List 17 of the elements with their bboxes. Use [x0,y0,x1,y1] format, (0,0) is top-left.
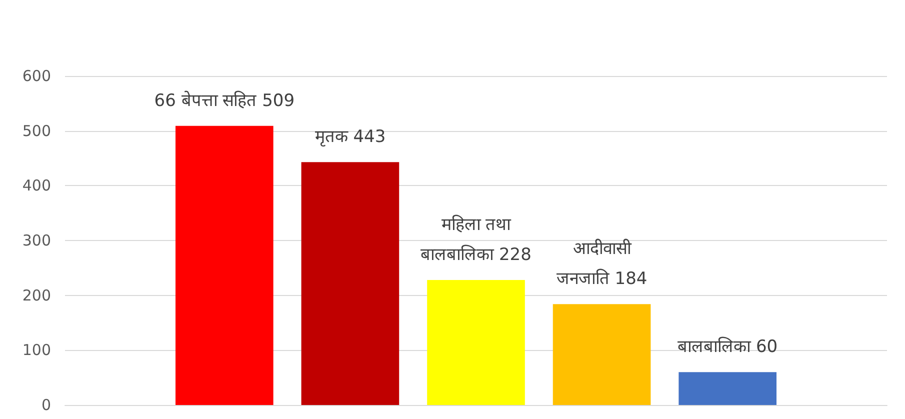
y-tick-label: 0 [41,396,51,414]
y-tick-label: 200 [22,286,51,304]
y-tick-label: 400 [22,176,51,195]
data-label: बालबालिका 60 [678,336,778,358]
y-tick-label: 300 [22,232,51,250]
data-label: 66 बेपत्ता सहित 509 [154,90,295,111]
bar [552,304,651,405]
y-tick-label: 500 [22,122,51,140]
data-label: महिला तथा बालबालिका 228 [420,214,532,265]
y-tick-label: 600 [22,67,51,85]
bar [427,280,525,405]
bar [301,162,400,405]
bar [176,126,274,405]
data-label: आदीवासी जनजाति 184 [556,238,648,290]
bar [678,372,776,405]
data-label: मृतक 443 [314,127,386,148]
y-tick-label: 100 [22,341,51,360]
